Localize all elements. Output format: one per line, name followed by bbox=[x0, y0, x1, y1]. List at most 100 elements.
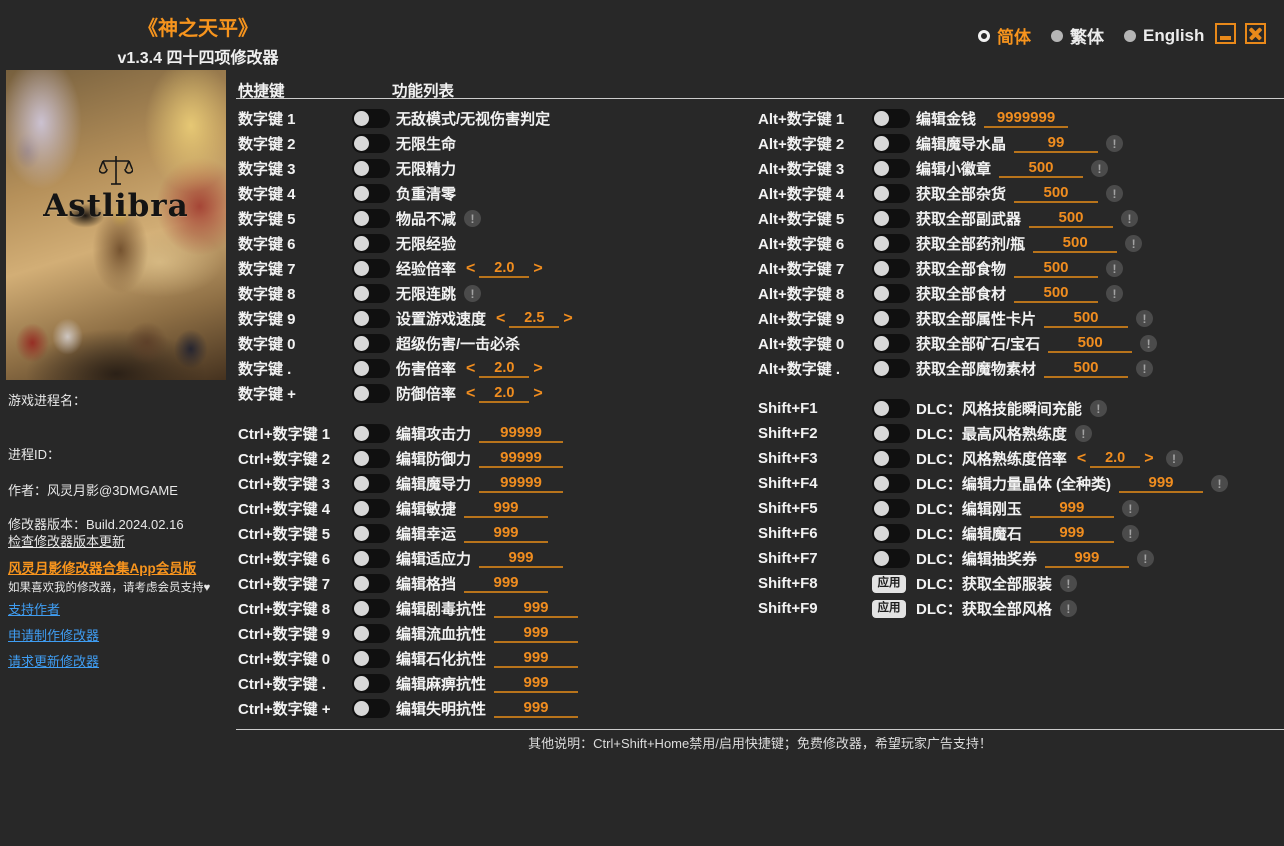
value-input[interactable]: 500 bbox=[1033, 234, 1118, 253]
toggle-switch[interactable] bbox=[352, 649, 390, 668]
stepper-increase-icon[interactable]: > bbox=[533, 359, 543, 377]
value-input[interactable]: 99 bbox=[1014, 134, 1099, 153]
toggle-switch[interactable] bbox=[352, 474, 390, 493]
stepper-value-input[interactable]: 2.5 bbox=[509, 310, 560, 328]
toggle-switch[interactable] bbox=[352, 284, 390, 303]
value-input[interactable]: 500 bbox=[1044, 359, 1129, 378]
toggle-switch[interactable] bbox=[872, 234, 910, 253]
toggle-switch[interactable] bbox=[352, 109, 390, 128]
toggle-switch[interactable] bbox=[872, 424, 910, 443]
toggle-switch[interactable] bbox=[872, 399, 910, 418]
stepper-decrease-icon[interactable]: < bbox=[466, 384, 476, 402]
language-option[interactable]: 简体 bbox=[978, 23, 1031, 48]
stepper-increase-icon[interactable]: > bbox=[563, 309, 573, 327]
toggle-switch[interactable] bbox=[872, 259, 910, 278]
language-option[interactable]: English bbox=[1124, 26, 1204, 46]
check-update-link[interactable]: 检查修改器版本更新 bbox=[8, 534, 126, 549]
toggle-switch[interactable] bbox=[872, 284, 910, 303]
apply-button[interactable]: 应用 bbox=[872, 599, 906, 618]
toggle-switch[interactable] bbox=[872, 474, 910, 493]
stepper-decrease-icon[interactable]: < bbox=[466, 259, 476, 277]
toggle-switch[interactable] bbox=[352, 574, 390, 593]
toggle-switch[interactable] bbox=[352, 184, 390, 203]
value-input[interactable]: 999 bbox=[1044, 549, 1129, 568]
toggle-switch[interactable] bbox=[872, 159, 910, 178]
toggle-switch[interactable] bbox=[352, 699, 390, 718]
toggle-switch[interactable] bbox=[872, 549, 910, 568]
value-input[interactable]: 999 bbox=[1029, 524, 1114, 543]
value-input[interactable]: 500 bbox=[1014, 184, 1099, 203]
value-input[interactable]: 500 bbox=[1029, 209, 1114, 228]
stepper-decrease-icon[interactable]: < bbox=[1076, 449, 1087, 467]
toggle-switch[interactable] bbox=[352, 134, 390, 153]
sidebar-link[interactable]: 支持作者 bbox=[8, 602, 61, 617]
sidebar-link[interactable]: 请求更新修改器 bbox=[8, 654, 100, 669]
value-input[interactable]: 500 bbox=[1014, 259, 1099, 278]
stepper-value-input[interactable]: 2.0 bbox=[479, 360, 530, 378]
stepper-decrease-icon[interactable]: < bbox=[496, 309, 506, 327]
minimize-button[interactable] bbox=[1215, 23, 1236, 44]
toggle-switch[interactable] bbox=[872, 209, 910, 228]
stepper-value-input[interactable]: 2.0 bbox=[479, 385, 530, 403]
value-input[interactable]: 999 bbox=[494, 674, 579, 693]
stepper-value-input[interactable]: 2.0 bbox=[479, 260, 530, 278]
value-input[interactable]: 999 bbox=[494, 599, 579, 618]
toggle-switch[interactable] bbox=[352, 449, 390, 468]
value-input[interactable]: 999 bbox=[464, 524, 549, 543]
toggle-switch[interactable] bbox=[352, 424, 390, 443]
stepper-increase-icon[interactable]: > bbox=[533, 259, 543, 277]
toggle-switch[interactable] bbox=[352, 234, 390, 253]
value-input[interactable]: 99999 bbox=[479, 474, 564, 493]
value-input[interactable]: 99999 bbox=[479, 424, 564, 443]
value-input[interactable]: 99999 bbox=[479, 449, 564, 468]
toggle-switch[interactable] bbox=[352, 524, 390, 543]
toggle-switch[interactable] bbox=[352, 209, 390, 228]
value-input[interactable]: 999 bbox=[1029, 499, 1114, 518]
toggle-switch[interactable] bbox=[352, 309, 390, 328]
toggle-switch[interactable] bbox=[352, 674, 390, 693]
control-slot bbox=[872, 234, 910, 253]
value-input[interactable]: 500 bbox=[1044, 309, 1129, 328]
stepper: < 2.0 > bbox=[462, 260, 547, 278]
toggle-switch[interactable] bbox=[872, 359, 910, 378]
value-input[interactable]: 999 bbox=[464, 574, 549, 593]
value-input[interactable]: 999 bbox=[1119, 474, 1203, 493]
toggle-switch[interactable] bbox=[872, 334, 910, 353]
toggle-switch[interactable] bbox=[872, 499, 910, 518]
value-input[interactable]: 500 bbox=[1014, 284, 1099, 303]
value-input[interactable]: 999 bbox=[494, 649, 579, 668]
stepper-increase-icon[interactable]: > bbox=[533, 384, 543, 402]
toggle-switch[interactable] bbox=[352, 499, 390, 518]
toggle-switch[interactable] bbox=[872, 449, 910, 468]
toggle-switch[interactable] bbox=[872, 184, 910, 203]
function-label: 设置游戏速度 bbox=[396, 311, 487, 328]
value-input[interactable]: 999 bbox=[494, 624, 579, 643]
value-input[interactable]: 500 bbox=[1048, 334, 1133, 353]
toggle-switch[interactable] bbox=[352, 384, 390, 403]
toggle-switch[interactable] bbox=[352, 624, 390, 643]
toggle-switch[interactable] bbox=[352, 259, 390, 278]
value-input[interactable]: 999 bbox=[464, 499, 549, 518]
toggle-knob-icon bbox=[354, 576, 369, 591]
toggle-switch[interactable] bbox=[872, 134, 910, 153]
toggle-switch[interactable] bbox=[872, 109, 910, 128]
toggle-switch[interactable] bbox=[352, 159, 390, 178]
close-button[interactable] bbox=[1245, 23, 1266, 44]
stepper-value-input[interactable]: 2.0 bbox=[1090, 450, 1141, 468]
toggle-switch[interactable] bbox=[352, 599, 390, 618]
toggle-switch[interactable] bbox=[872, 524, 910, 543]
toggle-switch[interactable] bbox=[352, 334, 390, 353]
stepper-decrease-icon[interactable]: < bbox=[466, 359, 476, 377]
value-input[interactable]: 500 bbox=[999, 159, 1084, 178]
toggle-switch[interactable] bbox=[352, 549, 390, 568]
sidebar-link[interactable]: 申请制作修改器 bbox=[8, 628, 100, 643]
language-option[interactable]: 繁体 bbox=[1051, 23, 1104, 48]
toggle-switch[interactable] bbox=[352, 359, 390, 378]
value-input[interactable]: 999 bbox=[479, 549, 564, 568]
stepper-increase-icon[interactable]: > bbox=[1144, 449, 1154, 467]
value-input[interactable]: 9999999 bbox=[984, 109, 1069, 128]
value-input[interactable]: 999 bbox=[494, 699, 579, 718]
app-member-link[interactable]: 风灵月影修改器合集App会员版 bbox=[8, 561, 197, 576]
toggle-switch[interactable] bbox=[872, 309, 910, 328]
apply-button[interactable]: 应用 bbox=[872, 574, 906, 593]
